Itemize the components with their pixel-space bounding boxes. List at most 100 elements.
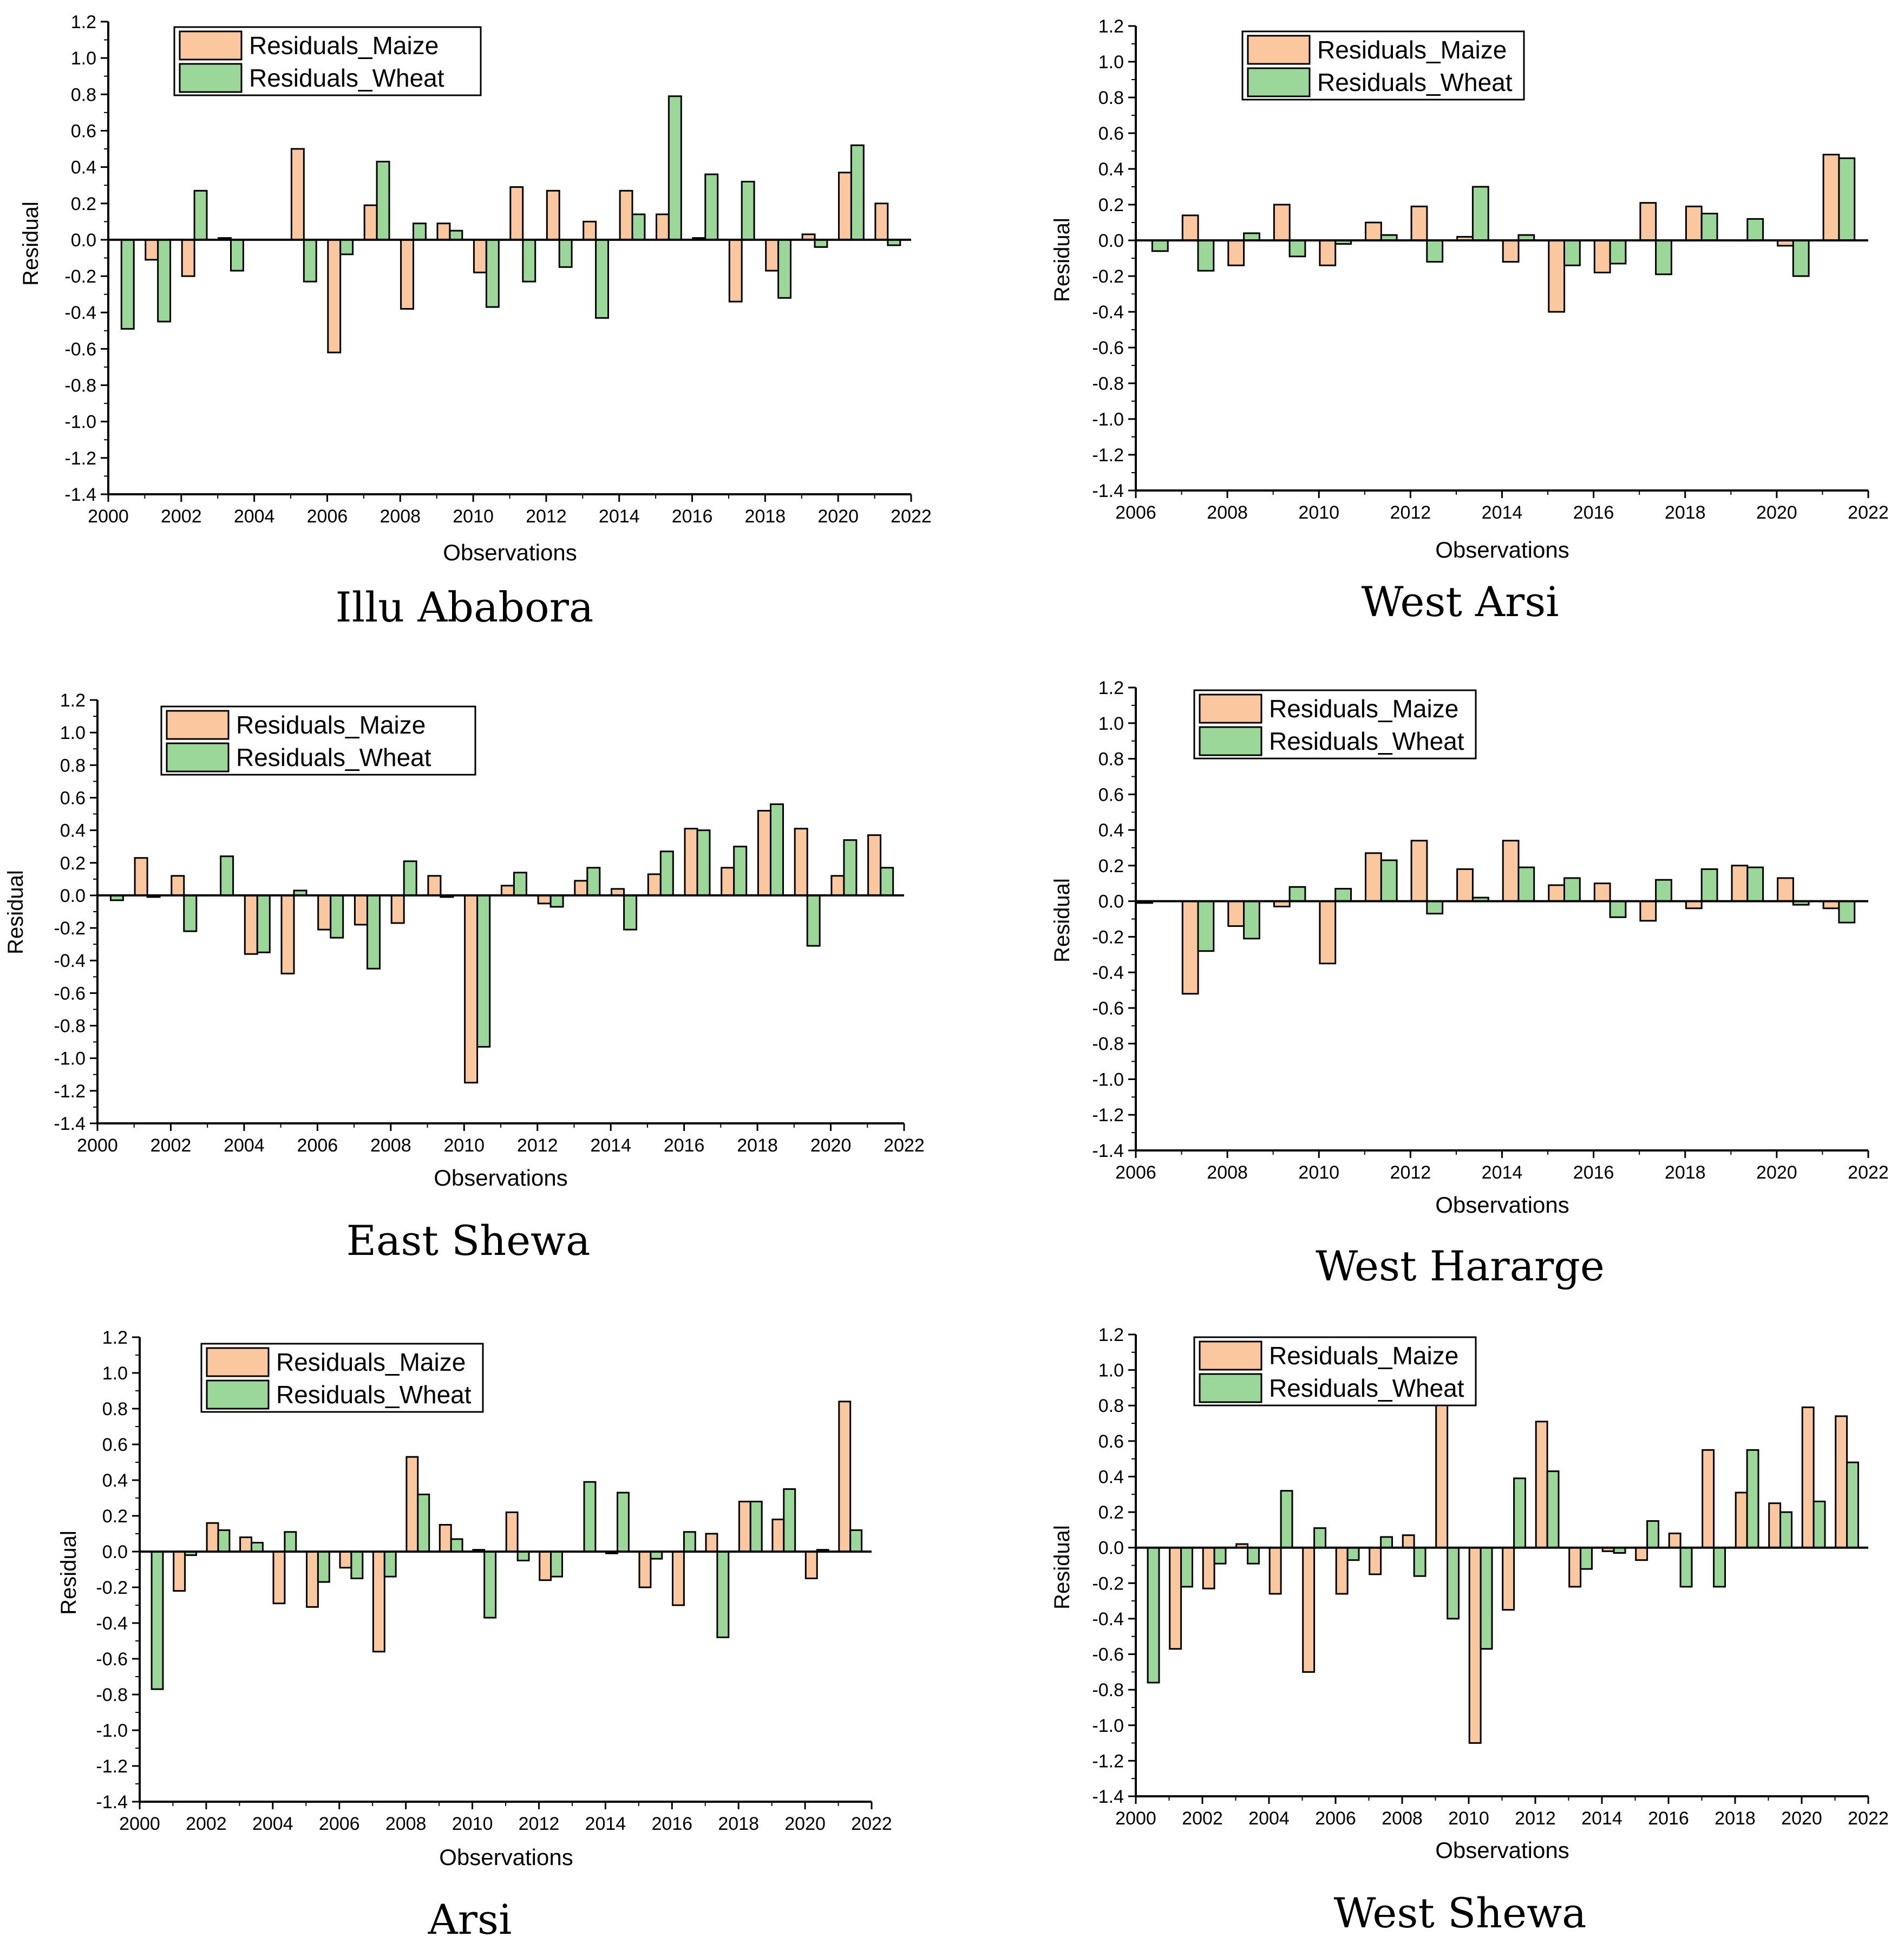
wheat-bar-2000 — [120, 239, 135, 330]
chart-panel-4: -1.4 -1.2 -1.0 -0.8 -0.6 -0.4 -0.2 0.0 0.2 0.4 0.6… — [57, 1327, 892, 1944]
y-tick-label: 0.4 — [102, 1470, 128, 1491]
wheat-bar-2009 — [1447, 1547, 1460, 1620]
chart-panel-1: -1.4 -1.2 -1.0 -0.8 -0.6 -0.4 -0.2 0.0 0.2 0.4 0.6… — [1050, 16, 1889, 626]
wheat-bar-2015 — [1563, 239, 1581, 266]
x-tick-label: 2006 — [307, 506, 348, 527]
maize-bar-2015 — [1548, 884, 1566, 902]
wheat-bar-2008 — [1243, 900, 1260, 940]
maize-bar-2017 — [1639, 202, 1657, 241]
x-tick-label: 2014 — [599, 506, 640, 527]
x-tick-label: 2022 — [884, 1135, 925, 1156]
wheat-bar-2004 — [256, 894, 271, 953]
wheat-bar-2021 — [1846, 1461, 1860, 1549]
maize-bar-2008 — [1402, 1534, 1415, 1549]
wheat-legend-label: Residuals_Wheat — [236, 743, 431, 771]
wheat-bar-2002 — [183, 894, 198, 932]
maize-bar-2012 — [537, 894, 552, 905]
y-tick-label: 1.0 — [1098, 52, 1124, 73]
x-tick-label: 2018 — [737, 1135, 778, 1156]
y-tick-label: 0.2 — [71, 194, 96, 214]
x-tick-label: 2022 — [1848, 1162, 1889, 1183]
y-tick-label: -0.8 — [1092, 374, 1124, 394]
maize-bar-2013 — [583, 220, 597, 241]
wheat-bar-2006 — [339, 239, 354, 256]
y-tick-label: -0.6 — [96, 1649, 128, 1670]
wheat-bar-2001 — [1180, 1547, 1194, 1588]
maize-bar-2021 — [838, 1401, 852, 1553]
maize-bar-2009 — [427, 875, 442, 897]
wheat-bar-2019 — [1746, 866, 1764, 902]
maize-bar-2017 — [705, 1533, 718, 1553]
x-tick-label: 2020 — [810, 1135, 852, 1156]
wheat-bar-2013 — [1471, 186, 1489, 241]
maize-bar-2017 — [728, 239, 743, 303]
maize-bar-2009 — [436, 223, 451, 241]
x-tick-label: 2008 — [385, 1814, 427, 1834]
y-tick-label: 0.4 — [71, 158, 96, 178]
maize-bar-2008 — [405, 1456, 419, 1553]
maize-bar-2002 — [181, 239, 195, 277]
x-axis-title: Observations — [439, 1844, 573, 1870]
maize-bar-2018 — [738, 1501, 751, 1553]
maize-bar-2019 — [771, 1519, 785, 1553]
y-tick-label: -1.2 — [1092, 445, 1124, 466]
maize-bar-2008 — [400, 239, 414, 310]
maize-bar-2019 — [794, 828, 808, 897]
wheat-bar-2019 — [783, 1488, 796, 1553]
y-tick-label: 1.2 — [60, 690, 86, 711]
maize-bar-2017 — [1702, 1449, 1715, 1549]
chart-panel-5: -1.4 -1.2 -1.0 -0.8 -0.6 -0.4 -0.2 0.0 0.2 0.4 0.6… — [1050, 1325, 1889, 1937]
wheat-bar-2019 — [806, 894, 821, 947]
y-tick-label: -1.4 — [64, 485, 96, 505]
wheat-bar-2008 — [1413, 1547, 1427, 1577]
chart-caption: West Shewa — [1334, 1889, 1587, 1937]
y-tick-label: 0.8 — [1098, 749, 1124, 770]
wheat-bar-2007 — [1197, 900, 1215, 952]
maize-bar-2008 — [1227, 239, 1245, 266]
wheat-bar-2001 — [157, 239, 172, 323]
y-tick-label: -0.4 — [1092, 1609, 1124, 1630]
x-tick-label: 2002 — [1182, 1808, 1223, 1829]
y-tick-label: 0.2 — [1098, 856, 1124, 876]
maize-bar-2001 — [134, 857, 148, 897]
wheat-bar-2007 — [383, 1551, 397, 1578]
wheat-bar-2018 — [749, 1501, 763, 1553]
x-tick-label: 2020 — [1756, 1162, 1797, 1183]
x-tick-label: 2022 — [1848, 1808, 1889, 1829]
y-tick-label: 0.0 — [60, 886, 86, 906]
maize-legend-label: Residuals_Maize — [1317, 36, 1507, 64]
y-tick-label: -0.8 — [64, 376, 96, 396]
x-tick-label: 2000 — [77, 1135, 118, 1156]
wheat-bar-2010 — [1334, 888, 1352, 902]
maize-bar-2002 — [206, 1522, 219, 1553]
maize-legend-swatch — [1199, 694, 1262, 724]
maize-bar-2001 — [1169, 1547, 1182, 1650]
wheat-legend-label: Residuals_Wheat — [276, 1381, 472, 1409]
maize-bar-2002 — [171, 875, 185, 897]
maize-bar-2012 — [1410, 205, 1428, 241]
wheat-bar-2007 — [367, 894, 381, 970]
x-tick-label: 2002 — [161, 506, 202, 527]
y-tick-label: -1.2 — [64, 448, 96, 469]
x-tick-label: 2006 — [1115, 1162, 1156, 1183]
maize-legend-label: Residuals_Maize — [249, 31, 439, 60]
maize-bar-2016 — [672, 1551, 685, 1606]
maize-bar-2001 — [173, 1551, 186, 1592]
wheat-legend-swatch — [1247, 67, 1311, 97]
x-tick-label: 2018 — [745, 506, 786, 527]
y-axis-title: Residual — [1050, 1525, 1074, 1610]
y-tick-label: -1.2 — [54, 1081, 86, 1102]
wheat-bar-2012 — [1546, 1470, 1560, 1549]
maize-legend-label: Residuals_Maize — [276, 1348, 466, 1376]
chart-caption: West Hararge — [1316, 1242, 1605, 1290]
maize-bar-2011 — [505, 1511, 519, 1553]
y-tick-label: -0.4 — [64, 303, 96, 323]
y-tick-label: 1.2 — [71, 12, 96, 32]
wheat-bar-2004 — [1280, 1490, 1293, 1549]
x-axis-title: Observations — [1435, 1837, 1569, 1863]
maize-bar-2010 — [1319, 900, 1337, 965]
y-tick-label: -1.0 — [1092, 1716, 1124, 1736]
y-tick-label: -1.0 — [1092, 409, 1124, 430]
maize-bar-2015 — [1635, 1547, 1648, 1561]
y-tick-label: -0.2 — [64, 266, 96, 287]
